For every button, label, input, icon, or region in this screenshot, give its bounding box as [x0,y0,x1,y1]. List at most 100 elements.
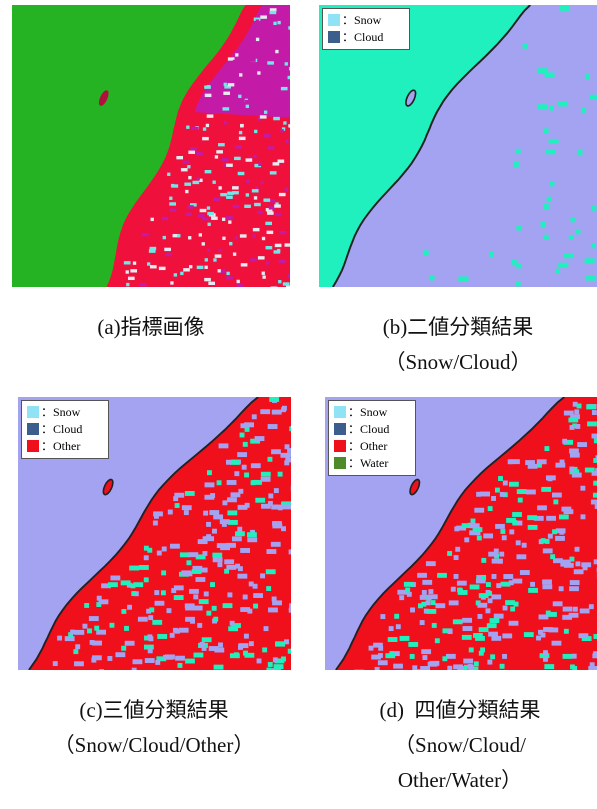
speckle [569,449,579,454]
speckle [495,488,500,493]
speckle [74,630,84,635]
speckle [400,636,405,641]
speckle [573,607,578,612]
speckle [490,618,500,623]
speckle [235,531,245,536]
speckle [407,592,412,597]
speckle [477,603,487,608]
speckle [255,42,258,45]
speckle [288,124,290,127]
speckle [218,269,221,272]
speckle [516,554,526,559]
speckle [272,523,282,528]
speckle [252,414,257,419]
speckle [213,617,218,622]
speckle [253,228,260,231]
speckle [237,452,247,457]
speckle [253,593,263,598]
speckle [200,642,205,647]
speckle [174,585,184,590]
speckle [553,601,563,606]
speckle [563,654,573,659]
speckle [127,605,132,610]
speckle [266,569,276,574]
speckle [564,563,574,568]
speckle [538,104,548,109]
speckle [241,263,248,266]
speckle [552,641,562,646]
speckle [271,449,281,454]
speckle [185,190,188,193]
speckle [289,67,290,70]
speckle [469,647,474,652]
speckle [563,607,573,612]
speckle [268,607,278,612]
speckle [262,275,265,278]
speckle [385,653,395,658]
speckle [552,529,557,534]
speckle [477,535,482,540]
speckle [264,134,271,137]
speckle [267,211,274,214]
speckle [282,504,291,509]
speckle [84,603,89,608]
speckle [218,143,225,146]
speckle [574,409,579,414]
speckle [181,570,191,575]
speckle [581,108,586,113]
speckle [518,498,523,503]
speckle [555,463,565,468]
speckle [285,139,288,142]
speckle [447,666,452,670]
speckle [542,584,552,589]
speckle [512,512,522,517]
speckle [262,647,267,652]
speckle [181,168,188,171]
speckle [227,192,234,195]
speckle [510,607,515,612]
speckle [53,661,58,666]
speckle [132,668,137,670]
speckle [437,573,447,578]
speckle [389,626,394,631]
speckle [552,493,562,498]
speckle [243,442,248,447]
speckle [246,180,249,183]
speckle [145,658,155,663]
speckle [185,491,195,496]
speckle [175,656,185,661]
speckle [278,505,283,510]
speckle [422,655,427,660]
speckle [371,655,381,660]
speckle [182,505,192,510]
speckle [585,258,595,263]
speckle [404,582,414,587]
speckle [457,588,462,593]
speckle [183,161,190,164]
speckle [154,590,159,595]
speckle [267,457,272,462]
speckle [278,280,281,283]
speckle [559,586,564,591]
speckle [279,12,286,15]
speckle [126,283,129,286]
speckle [232,186,239,189]
speckle [274,204,281,207]
speckle [458,276,468,281]
speckle [422,580,432,585]
speckle [170,633,175,638]
speckle [229,242,232,245]
speckle [238,489,243,494]
speckle [269,397,279,402]
speckle [246,193,249,196]
speckle [216,150,223,153]
speckle [234,157,241,160]
speckle [378,646,383,651]
speckle [555,269,560,274]
speckle [175,503,180,508]
speckle [245,427,250,432]
speckle [543,548,553,553]
speckle [207,206,210,209]
map-image [12,5,290,287]
speckle [207,249,210,252]
